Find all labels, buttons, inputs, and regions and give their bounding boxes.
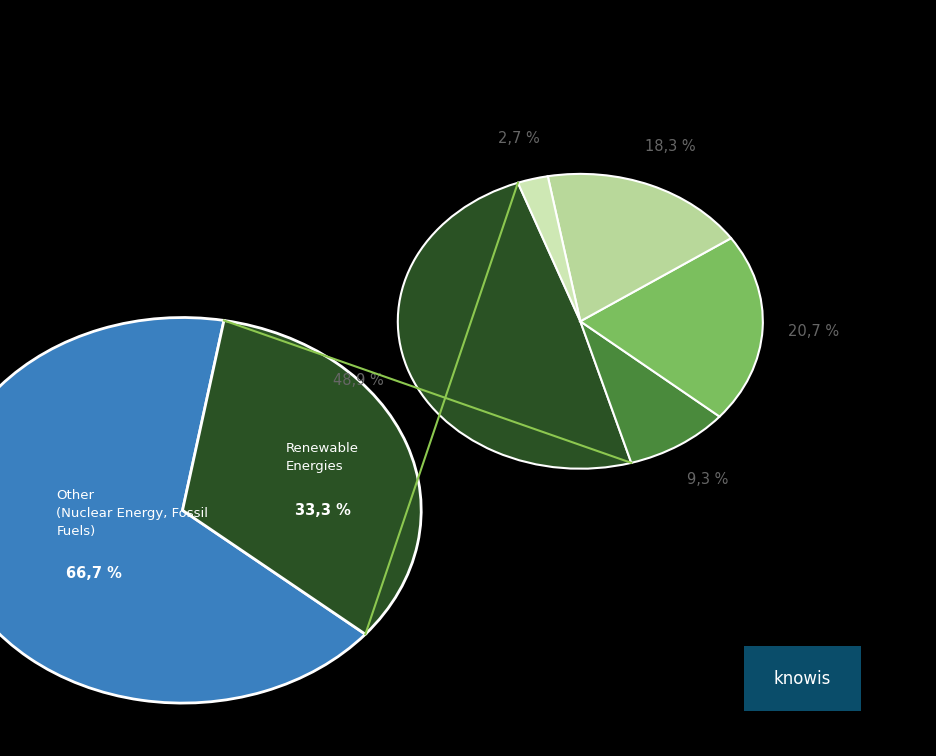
Wedge shape [0,318,365,703]
Text: 48,9 %: 48,9 % [332,373,383,388]
Text: Other
(Nuclear Energy, Fossil
Fuels): Other (Nuclear Energy, Fossil Fuels) [56,488,209,538]
Text: 2,7 %: 2,7 % [498,132,540,147]
Wedge shape [398,183,631,469]
Text: 18,3 %: 18,3 % [645,139,696,154]
Wedge shape [548,174,731,321]
Text: 66,7 %: 66,7 % [66,566,122,581]
Wedge shape [183,321,421,634]
Wedge shape [580,238,763,417]
Wedge shape [518,176,580,321]
Text: 20,7 %: 20,7 % [788,324,840,339]
Text: Renewable
Energies: Renewable Energies [285,442,358,472]
Text: 9,3 %: 9,3 % [687,472,728,488]
Text: knowis: knowis [774,670,831,687]
Wedge shape [580,321,720,463]
Text: 33,3 %: 33,3 % [295,503,351,518]
Bar [744,646,861,711]
